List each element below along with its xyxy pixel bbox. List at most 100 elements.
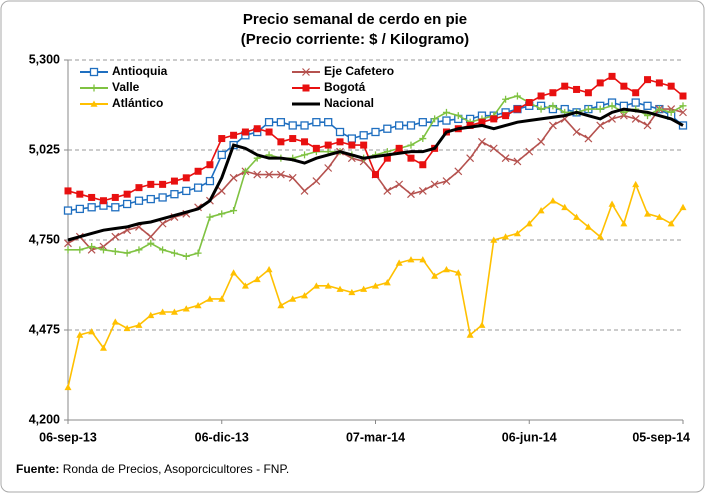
marker: [324, 141, 332, 149]
marker: [466, 331, 474, 338]
marker: [123, 249, 131, 257]
marker: [643, 121, 652, 130]
marker: [395, 259, 403, 266]
marker: [608, 200, 616, 207]
marker: [596, 233, 604, 240]
marker: [276, 118, 286, 127]
marker: [442, 177, 451, 186]
marker: [99, 246, 107, 254]
marker: [360, 285, 368, 292]
marker: [620, 220, 628, 227]
marker: [90, 100, 98, 107]
marker: [383, 124, 392, 133]
marker: [631, 114, 640, 123]
marker: [88, 193, 96, 201]
marker: [134, 196, 144, 205]
marker: [241, 128, 249, 136]
marker: [383, 279, 391, 286]
marker: [88, 243, 96, 251]
marker: [395, 121, 404, 130]
series-line: [67, 107, 684, 242]
marker: [277, 138, 285, 146]
marker: [288, 173, 297, 182]
marker: [276, 170, 285, 179]
marker: [419, 135, 427, 143]
marker: [418, 118, 427, 127]
marker: [64, 239, 72, 248]
marker: [241, 282, 249, 289]
marker: [135, 184, 143, 192]
marker: [301, 138, 309, 146]
legend-item: Bogotá: [292, 80, 366, 94]
marker: [596, 79, 604, 87]
x-tick-label: 05-sep-14: [632, 430, 690, 444]
marker: [193, 183, 203, 192]
marker: [679, 102, 687, 110]
marker: [478, 137, 486, 146]
marker: [300, 186, 309, 195]
marker: [123, 190, 131, 198]
legend-label: Nacional: [324, 96, 374, 110]
marker: [89, 67, 99, 77]
marker: [407, 190, 415, 199]
marker: [88, 328, 96, 335]
marker: [182, 186, 191, 196]
marker: [158, 193, 167, 202]
marker: [217, 186, 226, 195]
marker: [608, 102, 616, 110]
marker: [289, 295, 297, 302]
marker: [596, 105, 604, 113]
marker: [241, 167, 249, 175]
marker: [194, 167, 202, 175]
marker: [419, 256, 427, 263]
marker: [620, 82, 628, 90]
marker: [466, 121, 474, 129]
marker: [431, 272, 439, 279]
marker: [655, 213, 663, 220]
marker: [302, 84, 310, 92]
marker: [537, 137, 546, 146]
marker: [667, 220, 675, 227]
marker: [324, 282, 332, 289]
x-tick-label: 07-mar-14: [346, 430, 405, 444]
marker: [206, 161, 214, 169]
y-tick-label: 4,200: [29, 412, 60, 426]
marker: [406, 121, 416, 130]
marker: [217, 150, 226, 160]
marker: [170, 190, 179, 199]
marker: [502, 95, 510, 103]
marker: [206, 295, 214, 302]
marker: [182, 174, 190, 182]
marker: [431, 115, 439, 123]
marker: [573, 85, 581, 93]
legend-item: Antioquia: [80, 64, 168, 78]
y-tick-label: 4,475: [29, 322, 60, 336]
marker: [549, 89, 557, 97]
marker: [111, 203, 120, 212]
marker: [147, 180, 155, 188]
marker: [537, 105, 545, 113]
source-label: Fuente:: [16, 462, 59, 476]
marker: [335, 127, 345, 137]
marker: [170, 249, 178, 257]
marker: [584, 105, 592, 113]
marker: [218, 135, 226, 143]
marker: [667, 82, 675, 90]
marker: [454, 167, 463, 176]
series: [64, 92, 687, 260]
marker: [288, 121, 297, 130]
marker: [478, 118, 486, 126]
marker: [502, 112, 510, 120]
marker: [147, 239, 155, 247]
marker: [87, 203, 96, 212]
marker: [348, 141, 356, 149]
marker: [265, 265, 273, 273]
marker: [64, 383, 72, 391]
legend-item: Valle: [80, 80, 140, 94]
marker: [206, 213, 214, 221]
marker: [644, 210, 652, 217]
marker: [265, 128, 273, 136]
marker: [312, 177, 321, 186]
marker: [395, 180, 404, 189]
marker: [584, 223, 592, 230]
